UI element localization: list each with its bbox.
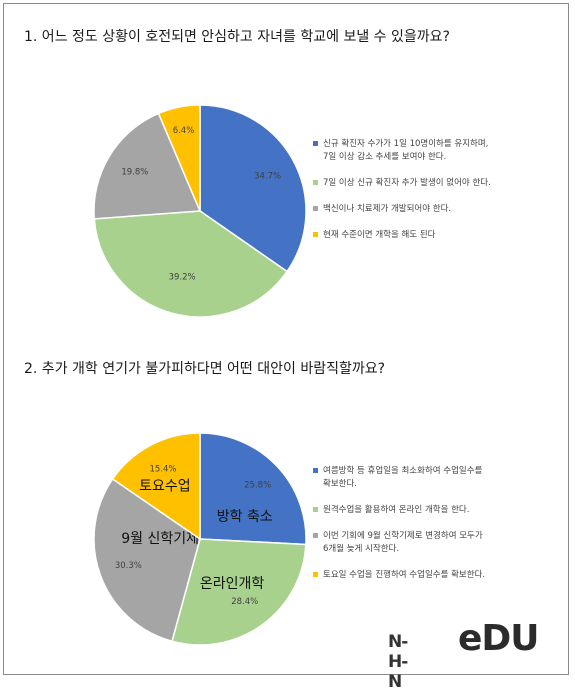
- chart2-callout-3: 9월 신학기제: [121, 531, 199, 547]
- chart2-title: 2. 추가 개학 연기가 불가피하다면 어떤 대안이 바람직할까요?: [24, 361, 386, 377]
- chart2-legend-item-2: 원격수업을 활용하여 온라인 개학을 한다.: [313, 504, 558, 517]
- chart1-data-label-1: 34.7%: [254, 172, 281, 182]
- legend-swatch: [313, 507, 318, 512]
- legend-swatch: [313, 206, 318, 211]
- legend-label: 신규 확진자 수가가 1일 10명이하를 유지하며, 7일 이상 감소 추세를 …: [323, 139, 489, 162]
- chart2-data-label-3: 30.3%: [115, 561, 142, 571]
- legend-label: 토요일 수업을 진행하여 수업일수를 확보한다.: [323, 570, 486, 580]
- chart1-slice-2: [93, 210, 289, 318]
- chart2-slice-4: [111, 432, 201, 541]
- logo-edu-text: eDU: [458, 618, 540, 659]
- chart2-callout-1: 방학 축소: [217, 509, 273, 525]
- chart1-slice-3: [93, 112, 202, 220]
- legend-label: 백신이나 치료제가 개발되어야 한다.: [323, 204, 452, 214]
- chart1-legend-item-2: 7일 이상 신규 확진자 추가 발생이 없어야 한다.: [313, 177, 558, 190]
- chart2-legend-item-4: 토요일 수업을 진행하여 수업일수를 확보한다.: [313, 569, 558, 582]
- chart-frame: [3, 3, 569, 675]
- chart2-legend-item-1: 여름방학 등 휴업일을 최소화하여 수업일수를 확보한다.: [313, 465, 558, 491]
- chart2-data-label-4: 15.4%: [149, 465, 176, 475]
- legend-swatch: [313, 533, 318, 538]
- chart2-data-label-2: 28.4%: [231, 597, 258, 607]
- legend-label: 7일 이상 신규 확진자 추가 발생이 없어야 한다.: [323, 178, 491, 188]
- chart1-slice-1: [199, 104, 307, 273]
- legend-swatch: [313, 468, 318, 473]
- logo-nhn-text: N-H-N: [388, 632, 408, 692]
- chart2-callout-4: 토요수업: [139, 478, 191, 494]
- chart1-slice-4: [157, 104, 201, 212]
- chart2-legend-item-3: 이번 기회에 9월 신학기제로 변경하여 모두가 6개월 늦게 시작한다.: [313, 530, 558, 556]
- legend-label: 이번 기회에 9월 신학기제로 변경하여 모두가 6개월 늦게 시작한다.: [323, 531, 483, 554]
- chart2-legend: 여름방학 등 휴업일을 최소화하여 수업일수를 확보한다. 원격수업을 활용하여 …: [313, 465, 558, 595]
- legend-swatch: [313, 180, 318, 185]
- legend-swatch: [313, 141, 318, 146]
- chart1-title: 1. 어느 정도 상황이 호전되면 안심하고 자녀를 학교에 보낼 수 있을까요…: [24, 29, 450, 45]
- chart1-data-label-4: 6.4%: [173, 126, 195, 136]
- legend-label: 원격수업을 활용하여 온라인 개학을 한다.: [323, 505, 470, 515]
- chart1-data-label-2: 39.2%: [169, 272, 196, 282]
- chart2-slice-2: [171, 538, 307, 646]
- legend-label: 현재 수준이면 개학을 해도 된다: [323, 230, 436, 240]
- chart1-data-label-3: 19.8%: [121, 167, 148, 177]
- chart1-legend: 신규 확진자 수가가 1일 10명이하를 유지하며, 7일 이상 감소 추세를 …: [313, 138, 558, 255]
- chart1-legend-item-4: 현재 수준이면 개학을 해도 된다: [313, 229, 558, 242]
- chart1-legend-item-3: 백신이나 치료제가 개발되어야 한다.: [313, 203, 558, 216]
- chart1-legend-item-1: 신규 확진자 수가가 1일 10명이하를 유지하며, 7일 이상 감소 추세를 …: [313, 138, 558, 164]
- chart2-callout-2: 온라인개학: [200, 576, 265, 592]
- legend-swatch: [313, 232, 318, 237]
- chart2-slice-1: [199, 432, 307, 546]
- chart2-data-label-1: 25.8%: [244, 480, 271, 490]
- legend-swatch: [313, 572, 318, 577]
- legend-label: 여름방학 등 휴업일을 최소화하여 수업일수를 확보한다.: [323, 466, 483, 489]
- chart2-slice-3: [93, 477, 201, 643]
